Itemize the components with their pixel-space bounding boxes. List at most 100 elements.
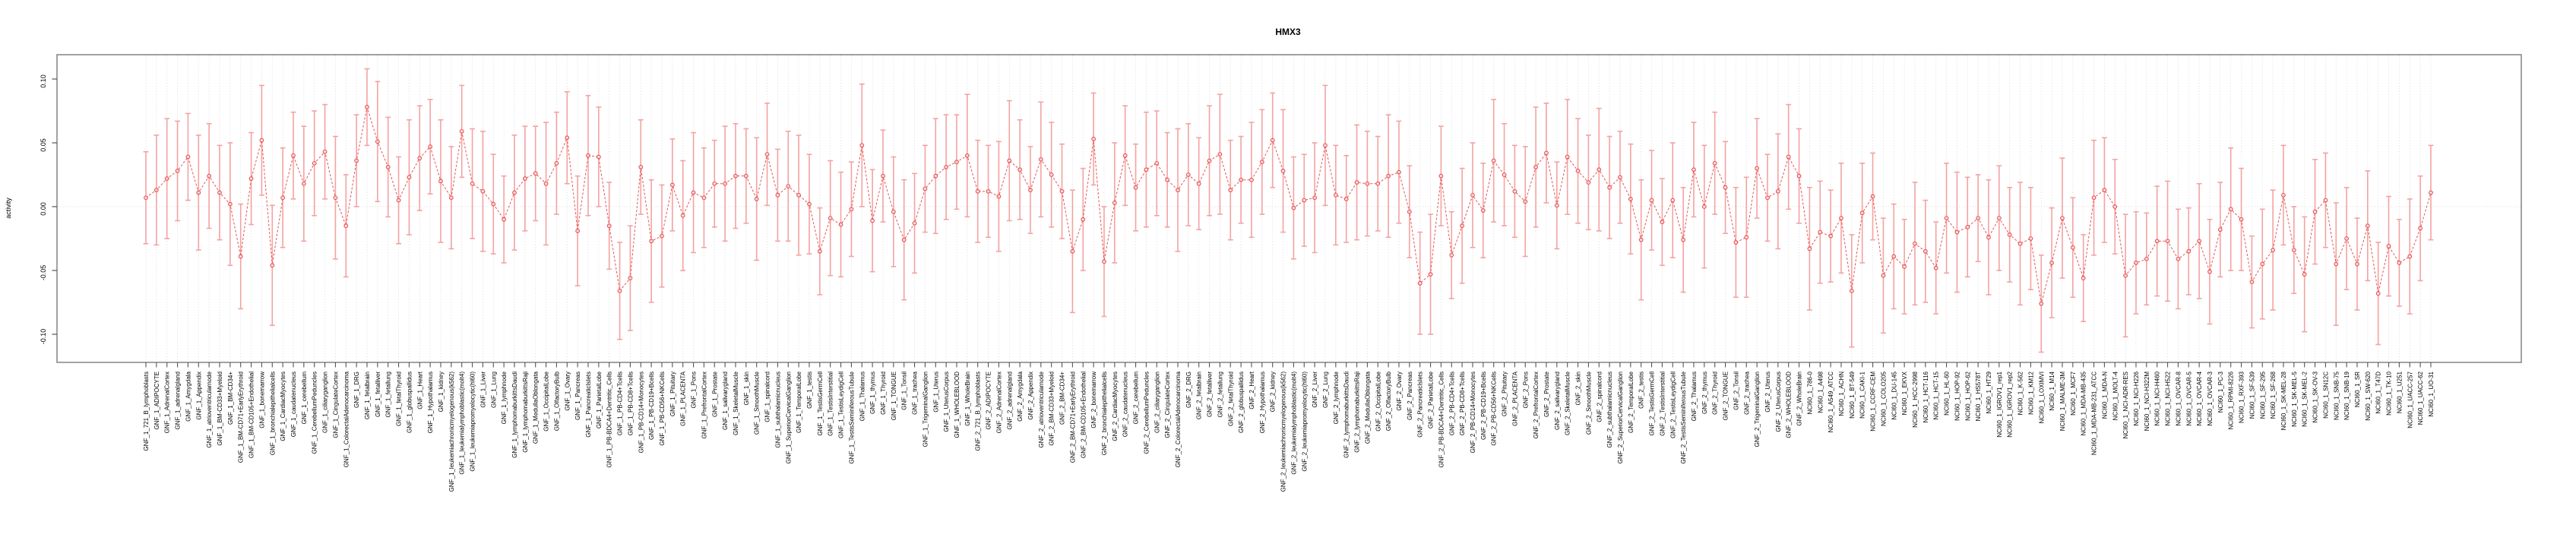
x-tick-label: NCI60_1_MDA-N: [2101, 372, 2108, 419]
data-point: [470, 181, 475, 186]
data-point: [417, 156, 422, 161]
data-point: [2017, 241, 2023, 246]
data-point: [723, 181, 728, 186]
x-tick-label: GNF_2_PB-BDCA4+Dentritic_Cells: [1438, 372, 1445, 468]
data-point: [944, 165, 949, 169]
data-point: [1755, 166, 1760, 171]
x-tick-label: NCI60_1_MOLT-4: [2112, 371, 2119, 420]
data-point: [238, 254, 243, 259]
data-point: [628, 276, 633, 280]
data-point: [1049, 172, 1054, 177]
data-point: [1565, 154, 1570, 160]
data-point: [144, 195, 148, 201]
data-point: [1839, 216, 1843, 221]
data-point: [733, 173, 738, 179]
data-point: [2060, 216, 2065, 221]
x-tick-label: GNF_1_lymphnode: [501, 371, 508, 424]
x-tick-label: GNF_2_Thalamus: [1691, 372, 1698, 421]
y-tick-label: 0.00: [40, 202, 47, 216]
x-tick-label: GNF_1_PB-CD14+Monocytes: [638, 372, 644, 453]
x-tick-label: GNF_2_AdrenalCortex: [995, 372, 1002, 433]
data-point: [1259, 160, 1264, 165]
x-tick-label: GNF_2_salivarygland: [1554, 372, 1561, 430]
y-tick-label: 0.10: [40, 74, 47, 88]
data-point: [1438, 173, 1444, 179]
data-point: [522, 176, 527, 181]
data-point: [554, 160, 559, 166]
data-point: [1786, 154, 1791, 160]
data-point: [1691, 167, 1696, 172]
data-point: [2217, 227, 2223, 232]
data-point: [322, 149, 328, 154]
data-point: [1165, 177, 1170, 182]
data-point: [1649, 198, 1654, 203]
x-tick-label: NCI60_1_LOXIMVI: [2038, 372, 2045, 423]
x-tick-label: GNF_2_fetalliver: [1207, 372, 1214, 417]
x-tick-label: GNF_2_lymphomaburkittsRaji: [1354, 372, 1361, 453]
x-tick-label: NCI60_1_NCI-H522: [2165, 371, 2172, 425]
data-point: [1375, 181, 1381, 186]
x-tick-label: GNF_1_Pons: [691, 372, 698, 408]
x-tick-label: GNF_2_SuperiorCervicalGanglion: [1617, 372, 1624, 463]
data-point: [1618, 175, 1622, 180]
data-point: [196, 190, 201, 195]
x-tick-label: GNF_2_TestisSeminiferousTubule: [1680, 371, 1687, 463]
data-point: [764, 152, 770, 157]
x-tick-label: GNF_1_ADIPOCYTE: [153, 372, 160, 429]
x-tick-label: GNF_1_adrenalgland: [175, 372, 182, 430]
data-point: [1217, 152, 1223, 157]
data-point: [301, 181, 306, 186]
x-tick-label: GNF_2_lymphnode: [1333, 371, 1340, 424]
data-point: [396, 198, 401, 203]
data-point: [2239, 217, 2244, 222]
x-tick-label: NCI60_1_M14: [2049, 371, 2055, 410]
data-point: [1207, 158, 1212, 163]
data-point: [912, 220, 917, 226]
x-tick-label: GNF_1_AdrenalCortex: [164, 372, 171, 433]
data-point: [1913, 241, 1917, 246]
x-tick-label: GNF_2_Lung: [1322, 372, 1329, 408]
data-point: [1954, 229, 1960, 235]
data-point: [1502, 172, 1507, 177]
x-tick-label: GNF_1_PB-CD56+NKCells: [659, 372, 666, 446]
x-tick-label: NCI60_1_UACC-62: [2417, 371, 2424, 425]
data-point: [1007, 158, 1012, 163]
data-point: [1849, 288, 1854, 293]
data-point: [365, 105, 369, 109]
x-tick-label: GNF_1_testis: [806, 372, 813, 409]
x-tick-label: NCI60_1_NCI-H322M: [2144, 372, 2150, 432]
x-tick-label: NCI60_1_EKVX: [1901, 371, 1908, 415]
x-tick-label: GNF_1_WHOLEBLOOD: [954, 372, 960, 438]
x-tick-label: GNF_2_MedullaOblongata: [1364, 371, 1371, 444]
data-point: [986, 188, 991, 194]
data-point: [828, 216, 833, 221]
x-tick-label: GNF_1_SuperiorCervicalGanglion: [785, 372, 792, 463]
data-point: [2407, 254, 2413, 259]
x-tick-label: GNF_2_Appendix: [1027, 372, 1034, 420]
data-point: [1312, 195, 1318, 201]
data-point: [2386, 244, 2391, 248]
x-tick-label: GNF_2_CerebellumPeduncles: [1143, 372, 1150, 454]
x-tick-label: GNF_2_testis: [1638, 372, 1645, 409]
x-tick-label: NCI60_1_A549_ATCC: [1828, 372, 1834, 433]
x-tick-label: NCI60_1_MDA-MB-435: [2081, 371, 2087, 435]
data-point: [1828, 233, 1834, 239]
data-point: [1775, 188, 1780, 194]
x-tick-label: GNF_2_leukemiapromyelocytic(hl60): [1301, 372, 1308, 472]
x-tick-label: GNF_2_DRG: [1185, 372, 1192, 408]
x-tick-label: GNF_1_lymphomaburkittsRaji: [522, 372, 529, 453]
x-tick-label: GNF_2_Amygdala: [1017, 371, 1024, 421]
x-tick-label: GNF_2_Prostate: [1543, 371, 1550, 417]
x-tick-label: GNF_1_PrefrontalCortex: [701, 372, 707, 438]
data-point: [1102, 259, 1106, 264]
data-point: [2271, 248, 2276, 253]
data-point: [2355, 261, 2359, 267]
x-tick-label: GNF_1_DRG: [353, 372, 360, 408]
y-tick-label: 0.05: [40, 138, 47, 152]
x-tick-label: GNF_2_TONGUE: [1723, 372, 1729, 420]
data-point: [1323, 143, 1328, 148]
x-tick-label: GNF_2_Hypothalamus: [1259, 372, 1266, 433]
data-point: [1291, 205, 1296, 210]
x-tick-label: NCI60_1_UACC-257: [2407, 371, 2413, 428]
x-tick-label: NCI60_1_ACHN: [1838, 372, 1845, 416]
